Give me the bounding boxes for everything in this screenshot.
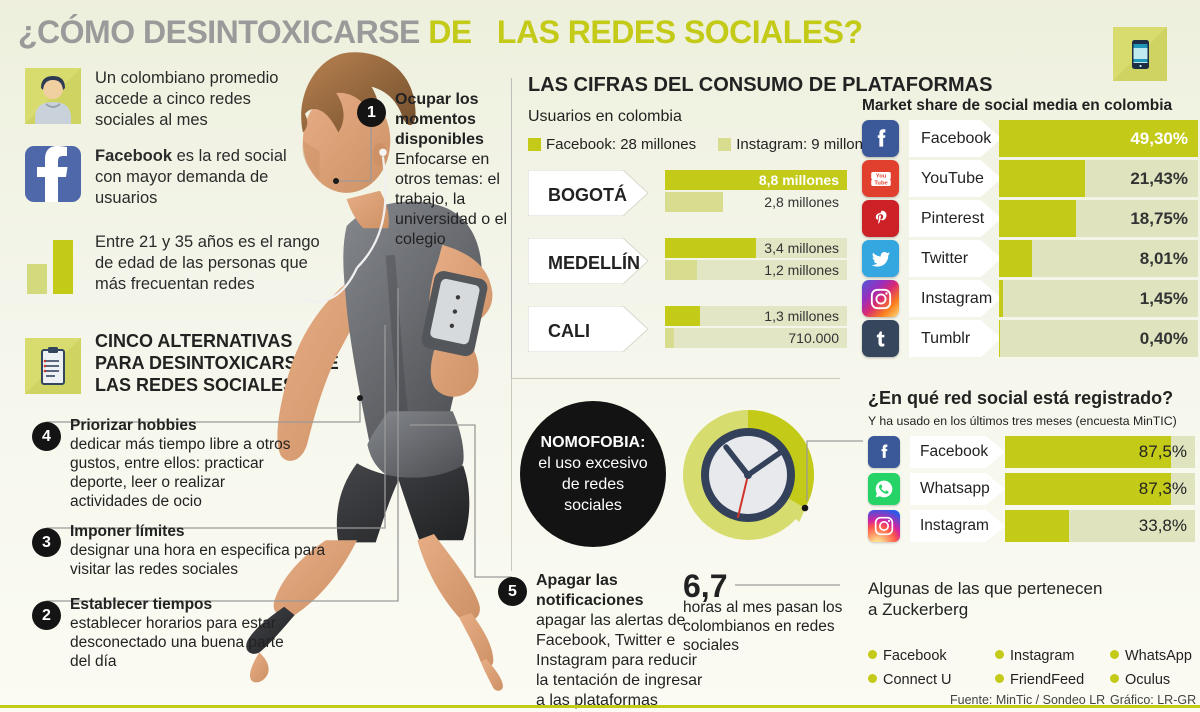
svg-text:You: You: [875, 173, 886, 179]
svg-text:Tube: Tube: [874, 180, 887, 186]
